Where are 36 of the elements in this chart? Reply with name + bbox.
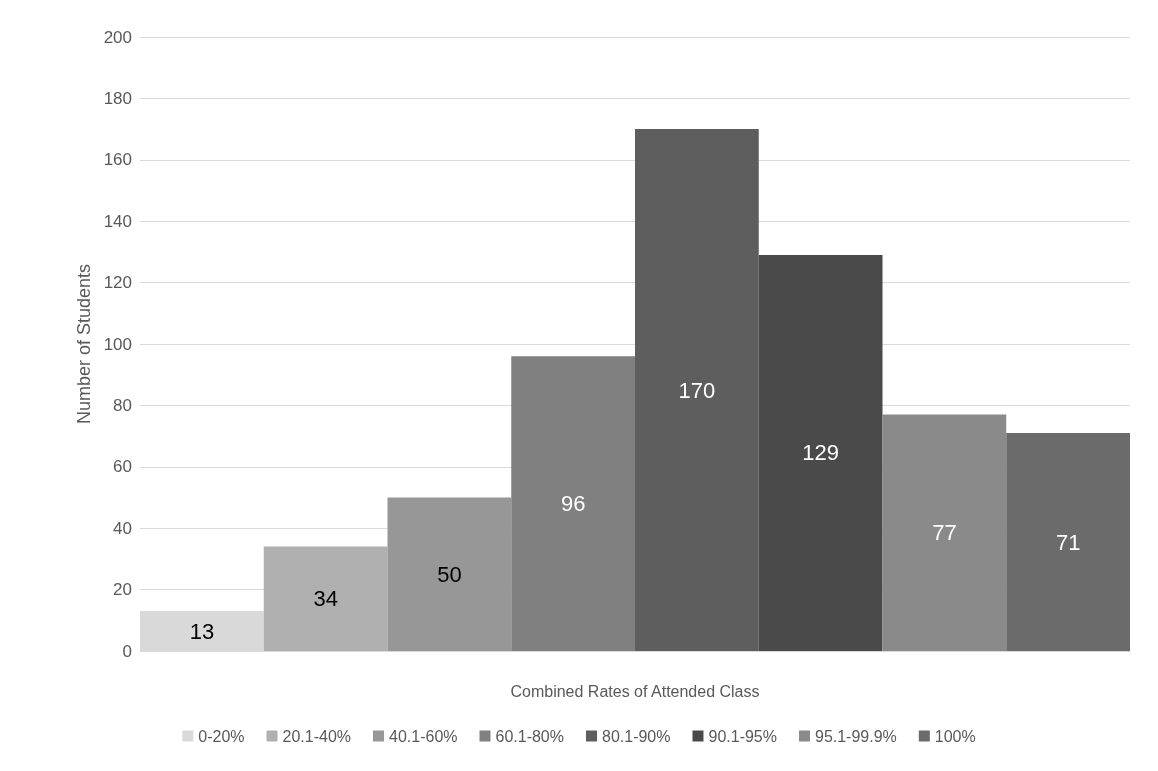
data-label: 71 [1055, 529, 1081, 555]
y-tick-label: 0 [122, 641, 132, 661]
bar [387, 497, 512, 651]
bar [758, 254, 883, 651]
bar [635, 129, 759, 651]
legend-label: 60.1-80% [495, 727, 564, 745]
legend-label: 20.1-40% [282, 727, 352, 745]
bar [263, 546, 388, 651]
legend-label: 80.1-90% [601, 727, 671, 745]
data-label: 77 [932, 520, 957, 546]
data-label: 50 [437, 561, 462, 587]
y-tick-label: 120 [103, 273, 132, 293]
legend-label: 40.1-60% [389, 727, 458, 745]
legend-label: 95.1-99.9% [814, 727, 897, 745]
y-tick-label: 100 [103, 334, 132, 354]
y-tick-label: 20 [113, 580, 132, 600]
y-tick-label: 160 [103, 150, 132, 170]
y-axis-title: Number of Students [73, 263, 94, 425]
y-tick-label: 200 [103, 27, 132, 47]
y-tick-label: 80 [113, 395, 132, 415]
data-label: 96 [560, 491, 586, 517]
data-label: 13 [189, 618, 215, 644]
y-tick-label: 140 [103, 211, 132, 231]
legend-label: 100% [934, 727, 976, 745]
data-label: 170 [678, 377, 716, 403]
x-axis-title: Combined Rates of Attended Class [510, 682, 760, 700]
y-tick-label: 60 [113, 457, 132, 477]
bar [511, 356, 635, 651]
legend-label: 0-20% [198, 727, 245, 745]
data-label: 34 [313, 586, 338, 612]
data-label: 129 [802, 440, 839, 466]
y-tick-label: 180 [103, 88, 132, 108]
y-tick-label: 40 [113, 518, 132, 538]
bar [1006, 433, 1130, 651]
legend-label: 90.1-95% [708, 727, 777, 745]
bar [882, 414, 1007, 651]
